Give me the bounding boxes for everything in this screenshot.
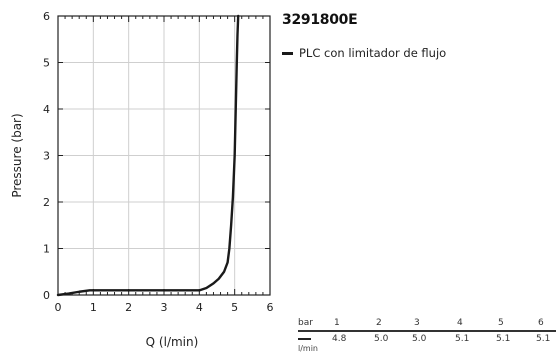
legend-swatch — [282, 51, 293, 55]
x-tick-label: 4 — [196, 301, 203, 314]
chart-area: 0 1 2 3 4 5 6 0 1 2 3 4 5 6 Q (l/min) Pressure (bar) — [10, 10, 274, 349]
x-tick-label: 5 — [231, 301, 238, 314]
x-tick-label: 3 — [161, 301, 168, 314]
y-tick-label: 6 — [43, 10, 50, 23]
legend: PLC con limitador de flujo — [282, 46, 446, 60]
y-tick-label: 4 — [43, 103, 50, 116]
table-value-2: 5.0 — [374, 334, 389, 344]
chart-title: 3291800E — [282, 12, 358, 28]
legend-label: PLC con limitador de flujo — [299, 46, 447, 60]
table-value-3: 5.0 — [412, 334, 427, 344]
x-tick-label: 6 — [267, 301, 274, 314]
table-value-1: 4.8 — [332, 334, 347, 344]
y-tick-label: 3 — [43, 150, 50, 163]
table-value-4: 5.1 — [455, 334, 470, 344]
table-value-row: 4.8 5.0 5.0 5.1 5.1 5.1 — [298, 334, 556, 347]
x-tick-label: 0 — [55, 301, 62, 314]
table-col-6: 6 — [538, 318, 544, 328]
y-tick-label: 5 — [43, 57, 50, 70]
flow-table: bar 1 2 3 4 5 6 4.8 5.0 5.0 5.1 5.1 5.1 … — [298, 318, 556, 353]
table-value-6: 5.1 — [536, 334, 551, 344]
table-series-dash — [298, 338, 311, 340]
x-tick-label: 1 — [90, 301, 97, 314]
table-unit-label: l/min — [298, 344, 319, 353]
y-tick-label: 2 — [43, 196, 50, 209]
table-col-1: 1 — [334, 318, 340, 328]
table-col-5: 5 — [498, 318, 504, 328]
series-line — [56, 14, 240, 297]
x-tick-label: 2 — [125, 301, 132, 314]
y-axis-label: Pressure (bar) — [10, 113, 24, 197]
table-header-row: bar 1 2 3 4 5 6 — [298, 318, 556, 331]
table-value-5: 5.1 — [496, 334, 511, 344]
table-col-4: 4 — [457, 318, 463, 328]
y-tick-label: 0 — [43, 289, 50, 302]
table-col-2: 2 — [376, 318, 382, 328]
y-tick-label: 1 — [43, 243, 50, 256]
x-axis-label: Q (l/min) — [146, 335, 199, 349]
table-divider — [298, 330, 556, 332]
table-header-label: bar — [298, 318, 313, 328]
table-col-3: 3 — [414, 318, 420, 328]
